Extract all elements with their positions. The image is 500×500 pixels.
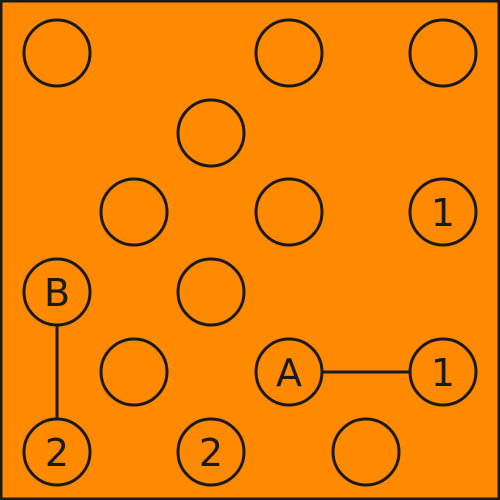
- node-n3[interactable]: [408, 18, 478, 88]
- node-n10[interactable]: [99, 337, 169, 407]
- node-circle[interactable]: [99, 177, 169, 247]
- node-circle[interactable]: [331, 417, 401, 487]
- node-n7[interactable]: 1: [408, 177, 478, 247]
- node-circle[interactable]: [176, 98, 246, 168]
- node-circle[interactable]: [99, 337, 169, 407]
- node-label: A: [276, 351, 302, 395]
- node-label: 1: [431, 191, 455, 235]
- node-n13[interactable]: 2: [22, 417, 92, 487]
- node-label: 1: [431, 351, 455, 395]
- node-n12[interactable]: 1: [408, 337, 478, 407]
- node-circle[interactable]: [254, 337, 324, 407]
- node-n11[interactable]: A: [254, 337, 324, 407]
- node-circle[interactable]: [22, 18, 92, 88]
- node-label: 2: [45, 431, 69, 475]
- node-circle[interactable]: [408, 177, 478, 247]
- node-n6[interactable]: [254, 177, 324, 247]
- node-label: B: [44, 271, 70, 315]
- node-circle[interactable]: [22, 257, 92, 327]
- node-n2[interactable]: [254, 18, 324, 88]
- node-circle[interactable]: [254, 177, 324, 247]
- node-n15[interactable]: [331, 417, 401, 487]
- node-circle[interactable]: [408, 337, 478, 407]
- node-circle[interactable]: [176, 257, 246, 327]
- node-circle[interactable]: [254, 18, 324, 88]
- node-n9[interactable]: [176, 257, 246, 327]
- node-circle[interactable]: [408, 18, 478, 88]
- nodes-layer: 1 B A 1 2 2: [22, 18, 478, 487]
- node-n4[interactable]: [176, 98, 246, 168]
- node-circle[interactable]: [176, 417, 246, 487]
- node-label: 2: [199, 431, 223, 475]
- node-n14[interactable]: 2: [176, 417, 246, 487]
- node-circle[interactable]: [22, 417, 92, 487]
- node-n8[interactable]: B: [22, 257, 92, 327]
- node-n1[interactable]: [22, 18, 92, 88]
- links-layer: [55, 325, 410, 419]
- node-n5[interactable]: [99, 177, 169, 247]
